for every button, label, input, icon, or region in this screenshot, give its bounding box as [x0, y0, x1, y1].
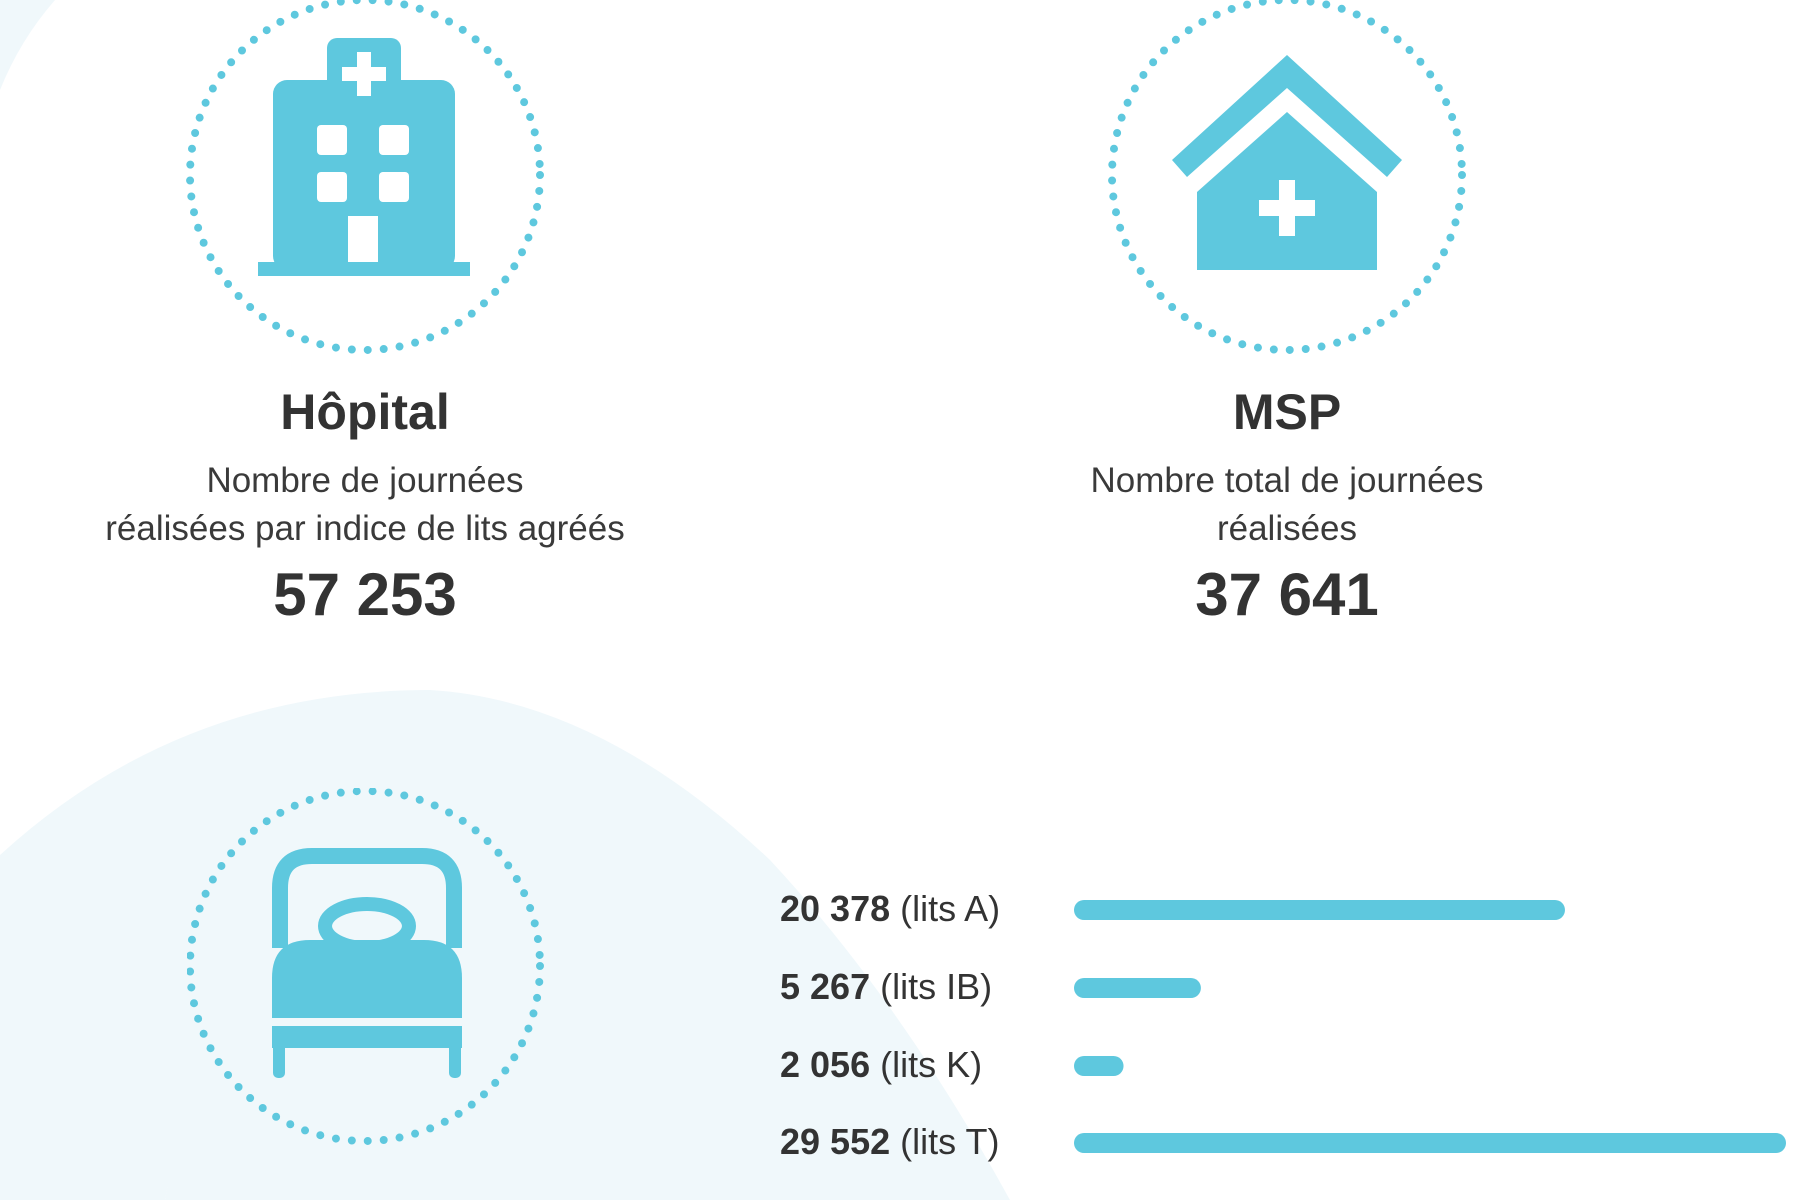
hospital-dotted-ring	[186, 0, 544, 354]
msp-value: 37 641	[1195, 561, 1379, 628]
bar-value-label: 20 378	[780, 888, 891, 929]
bar-category-label: (lits T)	[900, 1121, 1000, 1162]
bed-icon	[187, 788, 544, 1145]
bar-category-label: (lits K)	[880, 1044, 983, 1085]
background-arc-top	[0, 0, 55, 90]
bed-leg-left	[273, 1038, 285, 1078]
bar-label-lits-t: 29 552 (lits T)	[780, 1121, 999, 1163]
bed-frame	[272, 1026, 462, 1048]
bar-value-label: 5 267	[780, 966, 871, 1007]
house-roof-shape	[1172, 55, 1402, 177]
hospital-windows	[317, 125, 409, 262]
hospital-icon	[186, 0, 544, 354]
bar-category-label: (lits IB)	[880, 966, 993, 1007]
msp-description-line1: Nombre total de journées	[1090, 461, 1484, 500]
background-arc-bottom	[0, 690, 1010, 1200]
house-medical-icon	[1108, 0, 1466, 354]
bar-value-label: 2 056	[780, 1044, 871, 1085]
bar-lits-t	[1074, 1133, 1786, 1153]
bar-label-lits-a: 20 378 (lits A)	[780, 888, 1000, 930]
bar-label-lits-k: 2 056 (lits K)	[780, 1044, 982, 1086]
hospital-description-line2: réalisées par indice de lits agréés	[105, 509, 625, 548]
bar-category-label: (lits A)	[900, 888, 1001, 929]
hospital-value: 57 253	[273, 561, 457, 628]
bed-dotted-ring	[187, 788, 544, 1145]
msp-description-line2: réalisées	[1216, 509, 1358, 548]
bar-lits-ib	[1074, 978, 1201, 998]
hospital-title: Hôpital	[280, 384, 450, 440]
house-cross	[1259, 180, 1315, 236]
bar-lits-a	[1074, 900, 1565, 920]
hospital-cross	[342, 52, 386, 96]
background-arc-bottom-left	[0, 821, 270, 1200]
bed-leg-right	[449, 1038, 461, 1078]
msp-dotted-ring	[1108, 0, 1466, 354]
bar-marks	[1074, 900, 1786, 1153]
hospital-description-line1: Nombre de journées	[206, 461, 524, 500]
msp-title: MSP	[1232, 384, 1342, 440]
bar-lits-k	[1074, 1056, 1124, 1076]
bed-headboard	[272, 848, 462, 948]
bar-label-lits-ib: 5 267 (lits IB)	[780, 966, 992, 1008]
bed-mattress	[272, 940, 462, 1018]
bar-value-label: 29 552	[780, 1121, 891, 1162]
